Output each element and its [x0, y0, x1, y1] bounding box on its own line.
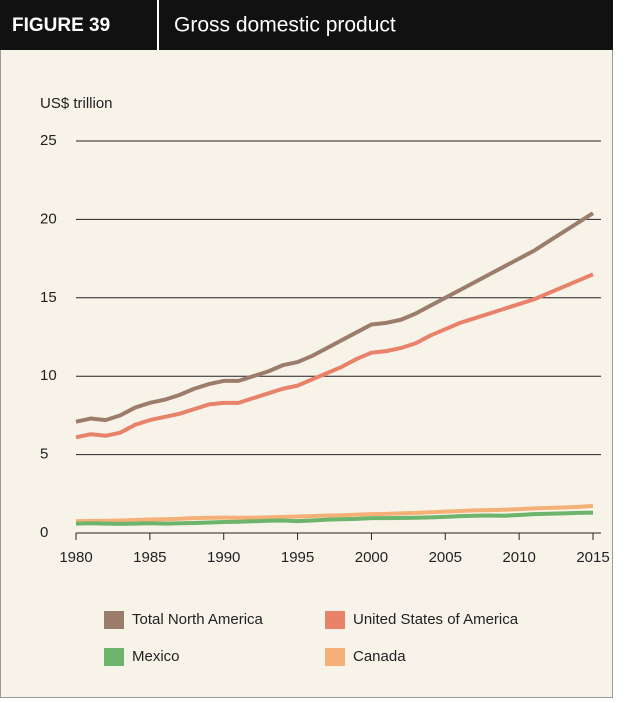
x-tick-label: 2010	[502, 549, 535, 566]
y-axis-label: US$ trillion	[40, 95, 113, 112]
series-line	[75, 272, 594, 440]
panel	[0, 0, 613, 698]
header-bar	[0, 0, 613, 50]
series-line	[75, 211, 595, 424]
y-tick-label: 10	[40, 367, 57, 384]
legend-swatch	[104, 648, 124, 666]
x-tick-label: 2005	[429, 549, 462, 566]
x-tick-label: 1980	[59, 549, 92, 566]
y-tick-label: 15	[40, 289, 57, 306]
series-line	[75, 504, 594, 524]
legend-swatch	[104, 611, 124, 629]
y-tick-label: 20	[40, 210, 57, 227]
legend-label: Canada	[353, 648, 406, 665]
x-tick-label: 2000	[355, 549, 388, 566]
figure-label: FIGURE 39	[12, 15, 110, 36]
y-tick-label: 25	[40, 132, 57, 149]
x-tick-label: 1995	[281, 549, 314, 566]
legend-label: Total North America	[132, 611, 264, 628]
chart-title: Gross domestic product	[174, 14, 396, 37]
y-tick-label: 5	[40, 446, 48, 463]
series-line	[75, 510, 594, 526]
legend-label: Mexico	[132, 648, 180, 665]
y-tick-label: 0	[40, 524, 48, 541]
x-tick-label: 1985	[133, 549, 166, 566]
legend-label: United States of America	[353, 611, 519, 628]
x-tick-label: 1990	[207, 549, 240, 566]
x-tick-label: 2015	[576, 549, 609, 566]
legend-swatch	[325, 611, 345, 629]
legend-swatch	[325, 648, 345, 666]
